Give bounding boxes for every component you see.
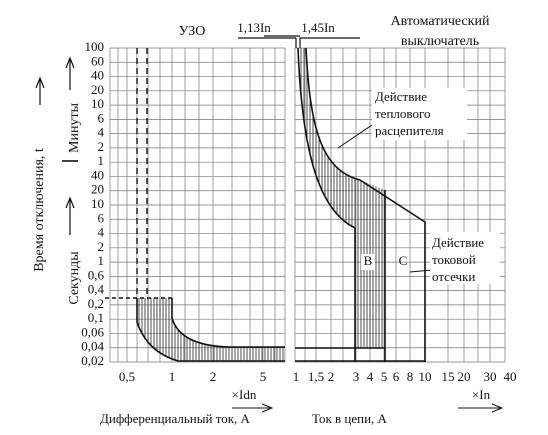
x-tick-label: 0,5 xyxy=(119,369,135,384)
y-tick-label: 6 xyxy=(98,210,105,225)
arrow xyxy=(458,403,504,413)
annotation: Действие xyxy=(375,89,427,104)
annotation: отсечки xyxy=(432,269,475,284)
x-unit: ×Idn xyxy=(232,387,257,402)
x-tick-label: 2 xyxy=(328,369,335,384)
arrow xyxy=(35,76,45,105)
y-tick-label: 0,06 xyxy=(81,324,104,339)
b-hatch xyxy=(355,228,385,348)
y-tick-label: 1 xyxy=(98,253,105,268)
x-tick-label: 6 xyxy=(393,369,400,384)
x-tick-label: 5 xyxy=(381,369,388,384)
x-tick-label: 1 xyxy=(169,369,176,384)
y-tick-label: 20 xyxy=(91,82,104,97)
y-tick-label: 4 xyxy=(98,225,105,240)
annotation: Действие xyxy=(432,235,484,250)
y-tick-label: 2 xyxy=(98,239,105,254)
annotation: теплового xyxy=(375,106,430,121)
x-tick-label: 30 xyxy=(484,369,497,384)
y-tick-label: 0,2 xyxy=(88,296,104,311)
marker-lines xyxy=(299,37,360,48)
y-tick-label: 6 xyxy=(98,110,105,125)
thermal-hatch xyxy=(298,48,385,228)
x-tick-label: 20 xyxy=(458,369,471,384)
x-caption: Ток в цепи, А xyxy=(312,411,388,426)
pointer xyxy=(337,124,373,149)
y-tick-label: 60 xyxy=(91,53,104,68)
y-axis-label: Время отключения, t xyxy=(32,148,47,272)
x-tick-label: 1 xyxy=(293,369,300,384)
label-bg xyxy=(372,88,467,140)
curve-label: C xyxy=(399,253,408,268)
y-tick-label: 20 xyxy=(91,182,104,197)
x-tick-label: 4 xyxy=(367,369,374,384)
x-tick-label: 3 xyxy=(353,369,360,384)
rcd-curve-high xyxy=(171,298,285,348)
x-tick-label: 8 xyxy=(407,369,414,384)
arrow xyxy=(65,196,75,235)
right-title: Автоматический xyxy=(391,14,490,29)
annotation: токовой xyxy=(432,252,476,267)
y-tick-label: 10 xyxy=(91,96,104,111)
marker-label: 1,45In xyxy=(301,20,335,35)
label-bg xyxy=(361,254,375,270)
y-tick-label: 0,02 xyxy=(81,353,104,368)
annotation: расцепителя xyxy=(375,123,444,138)
marker-label: 1,13In xyxy=(237,20,271,35)
y-tick-label: 4 xyxy=(98,125,105,140)
pointer xyxy=(409,269,433,273)
x-tick-label: 40 xyxy=(504,369,517,384)
y-tick-label: 2 xyxy=(98,139,105,154)
y-tick-label: 40 xyxy=(91,68,104,83)
rcd-curve-low xyxy=(136,298,285,362)
y-tick-label: 0,6 xyxy=(88,267,105,282)
x-unit: ×In xyxy=(472,387,491,402)
x-tick-label: 10 xyxy=(419,369,432,384)
label-bg xyxy=(430,232,500,284)
x-caption: Дифференциальный ток, А xyxy=(100,411,251,426)
x-tick-label: 15 xyxy=(442,369,455,384)
left-title: УЗО xyxy=(179,24,206,39)
rcd-hatch xyxy=(137,298,285,361)
grid xyxy=(109,47,506,363)
breaker-curve-low xyxy=(297,47,356,362)
x-tick-label: 5 xyxy=(260,369,267,384)
y-tick-label: 0,1 xyxy=(88,310,104,325)
y-tick-label: 0,04 xyxy=(81,339,104,354)
y-tick-label: 1 xyxy=(98,153,105,168)
arrow xyxy=(65,56,75,90)
arrow xyxy=(232,403,274,413)
y-tick-label: 100 xyxy=(85,39,105,54)
x-tick-label: 1,5 xyxy=(308,369,324,384)
seconds-label: Секунды xyxy=(67,251,82,305)
y-tick-label: 40 xyxy=(91,167,104,182)
curve-label: B xyxy=(364,253,373,268)
minutes-label: Минуты xyxy=(67,102,82,153)
right-title: выключатель xyxy=(401,34,479,49)
y-tick-label: 10 xyxy=(91,196,104,211)
x-tick-label: 2 xyxy=(210,369,217,384)
y-tick-label: 0,4 xyxy=(88,282,105,297)
breaker-curve-high xyxy=(305,47,426,362)
marker-lines xyxy=(238,35,300,48)
